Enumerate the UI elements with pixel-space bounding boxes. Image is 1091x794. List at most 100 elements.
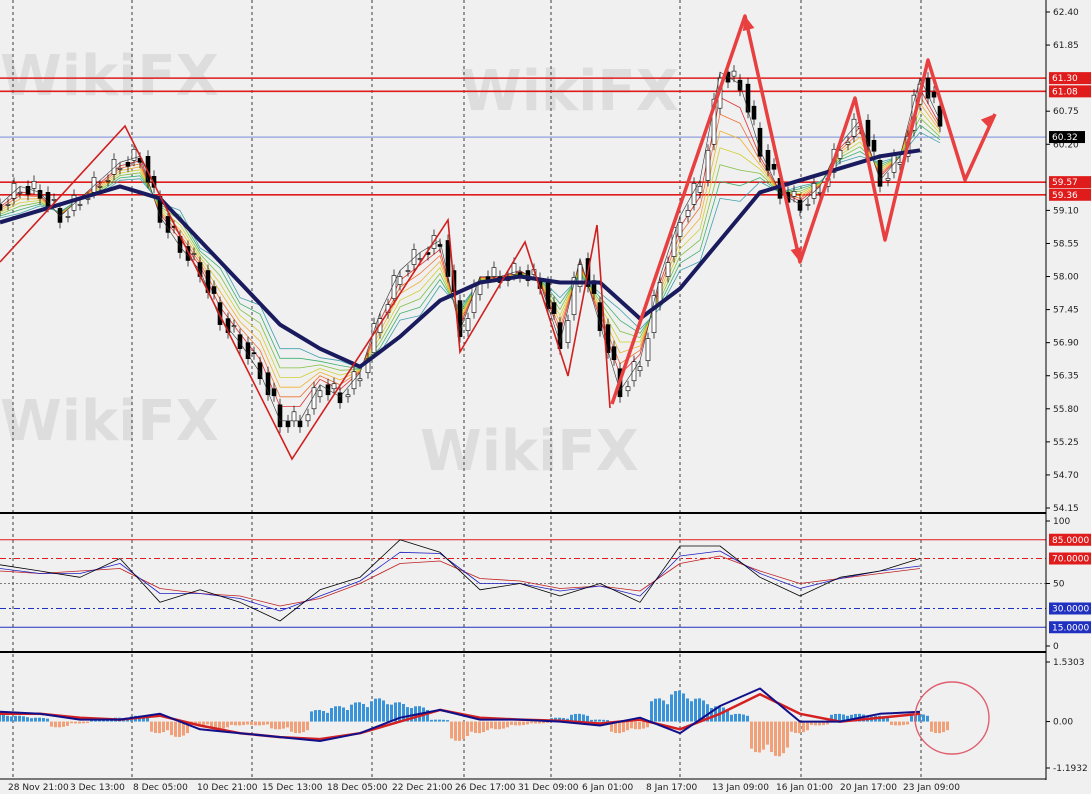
histogram-bar (342, 707, 345, 722)
histogram-bar (90, 719, 93, 722)
candle-body (737, 79, 743, 91)
histogram-bar (946, 721, 949, 731)
histogram-bar (518, 721, 521, 726)
histogram-bar (482, 721, 485, 733)
candle-body (705, 149, 711, 181)
y-tick-label: 0 (1053, 642, 1059, 652)
histogram-bar (666, 704, 669, 722)
candle-body (931, 91, 937, 98)
histogram-bar (742, 714, 745, 722)
candle-body (757, 127, 763, 157)
histogram-bar (890, 721, 893, 725)
histogram-bar (470, 721, 473, 732)
histogram-bar (358, 702, 361, 722)
level-tag (1049, 176, 1091, 189)
candle-body (651, 295, 657, 333)
level-tag (1049, 533, 1091, 546)
histogram-bar (438, 719, 441, 722)
candle-body (571, 277, 577, 315)
histogram-bar (630, 721, 633, 729)
histogram-bar (918, 713, 921, 722)
candle-body (237, 334, 243, 349)
histogram-bar (150, 721, 153, 732)
histogram-bar (546, 721, 549, 724)
histogram-bar (186, 721, 189, 734)
x-tick-label: 16 Jan 01:00 (776, 783, 833, 793)
histogram-bar (670, 694, 673, 722)
candle-body (125, 162, 131, 167)
candle-body (871, 139, 877, 152)
candle-body (611, 346, 617, 361)
histogram-bar (178, 721, 181, 738)
candle-body (297, 420, 303, 428)
level-label: 59.57 (1052, 178, 1078, 188)
histogram-bar (530, 721, 533, 724)
candle-body (5, 204, 11, 206)
histogram-bar (286, 721, 289, 728)
histogram-bar (842, 714, 845, 722)
histogram-bar (154, 721, 157, 733)
histogram-bar (598, 719, 601, 722)
stochastic-blue-line (0, 550, 921, 612)
histogram-bar (654, 698, 657, 722)
histogram-bar (826, 721, 829, 725)
histogram-bar (586, 715, 589, 722)
histogram-bar (334, 706, 337, 722)
price-panel[interactable] (0, 65, 1046, 433)
histogram-bar (202, 721, 205, 726)
histogram-bar (710, 708, 713, 722)
candle-body (257, 362, 263, 380)
level-tag (1049, 621, 1091, 634)
candle-body (305, 414, 311, 422)
histogram-bar (262, 721, 265, 726)
histogram-bar (766, 721, 769, 745)
histogram-bar (46, 718, 49, 722)
level-label: 61.08 (1052, 87, 1078, 97)
histogram-bar (534, 721, 537, 724)
y-tick-label: 58.55 (1053, 239, 1079, 249)
level-tag (1049, 188, 1091, 201)
level-tag (1049, 85, 1091, 98)
histogram-bar (662, 700, 665, 722)
histogram-bar (834, 713, 837, 722)
x-tick-label: 20 Jan 17:00 (840, 783, 897, 793)
candle-body (811, 183, 817, 199)
x-tick-label: 26 Dec 17:00 (455, 783, 516, 793)
histogram-bar (254, 721, 257, 726)
histogram-bar (18, 715, 21, 722)
histogram-bar (574, 713, 577, 722)
candle-body (437, 244, 443, 247)
level-tag (1049, 72, 1091, 85)
histogram-bar (862, 714, 865, 722)
histogram-bar (290, 721, 293, 732)
histogram-bar (346, 710, 349, 722)
histogram-bar (806, 721, 809, 731)
histogram-bar (434, 719, 437, 722)
candle-body (357, 378, 363, 382)
histogram-bar (338, 706, 341, 722)
x-tick-label: 28 Nov 21:00 (8, 783, 69, 793)
y-tick-label: 0.00 (1053, 718, 1073, 728)
macd-panel[interactable] (0, 681, 990, 757)
histogram-bar (2, 714, 5, 722)
histogram-bar (198, 721, 201, 726)
stochastic-panel[interactable] (0, 539, 1046, 628)
histogram-bar (158, 721, 161, 734)
arrow-head-icon (790, 246, 803, 262)
histogram-bar (322, 711, 325, 722)
x-tick-label: 31 Dec 09:00 (518, 783, 579, 793)
candle-body (545, 282, 551, 309)
candle-body (597, 302, 603, 331)
stochastic-main-line (0, 539, 921, 622)
histogram-bar (754, 721, 757, 753)
histogram-bar (78, 721, 81, 724)
candle-body (625, 386, 631, 392)
histogram-bar (902, 721, 905, 726)
candle-body (165, 216, 171, 233)
histogram-bar (142, 716, 145, 722)
candle-body (837, 149, 843, 159)
histogram-bar (758, 721, 761, 753)
histogram-bar (238, 721, 241, 726)
histogram-bar (726, 710, 729, 722)
